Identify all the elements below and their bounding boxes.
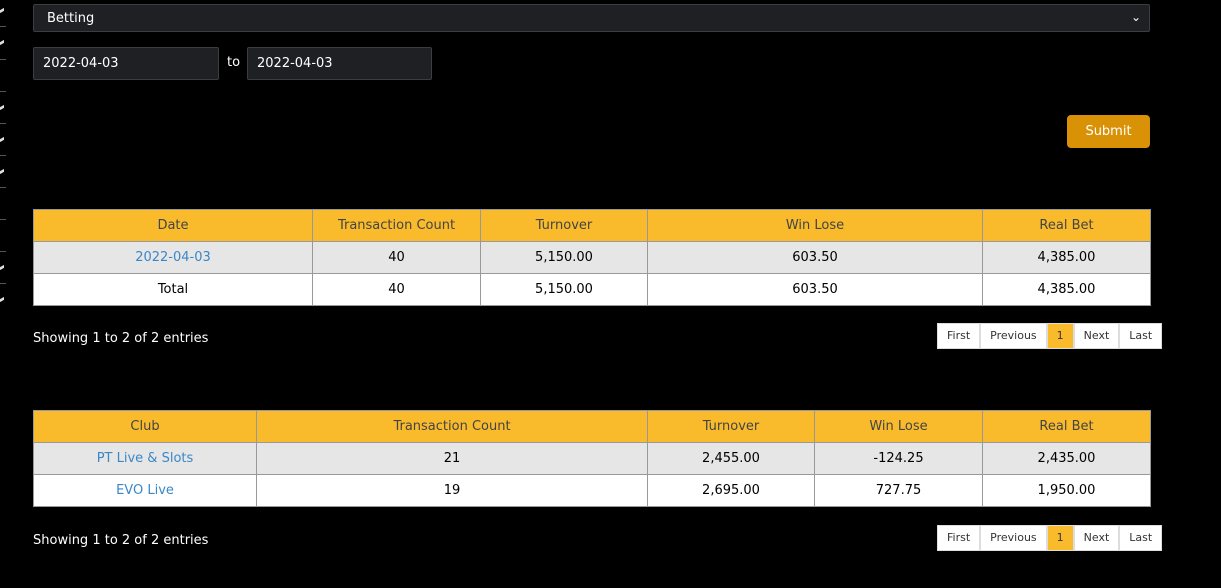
table-header: Date Transaction Count Turnover Win Lose… — [33, 209, 1151, 242]
page-first[interactable]: First — [937, 323, 981, 349]
table-header: Club Transaction Count Turnover Win Lose… — [33, 410, 1151, 443]
page-1[interactable]: 1 — [1046, 323, 1074, 349]
page-previous[interactable]: Previous — [980, 525, 1047, 551]
table-row: PT Live & Slots 21 2,455.00 -124.25 2,43… — [33, 442, 1151, 475]
page-last[interactable]: Last — [1119, 525, 1163, 551]
cell: 727.75 — [814, 474, 983, 507]
page-next[interactable]: Next — [1073, 525, 1120, 551]
club-pagination: First Previous 1 Next Last — [937, 525, 1163, 551]
page-first[interactable]: First — [937, 525, 981, 551]
cell: -124.25 — [814, 442, 983, 475]
club-table-info: Showing 1 to 2 of 2 entries — [33, 533, 209, 548]
col-win-lose[interactable]: Win Lose — [814, 410, 983, 443]
cell: 4,385.00 — [982, 273, 1151, 306]
cell: 21 — [256, 442, 648, 475]
cell: Total — [33, 273, 313, 306]
cell: 4,385.00 — [982, 241, 1151, 274]
summary-pagination: First Previous 1 Next Last — [937, 323, 1163, 349]
cell: 1,950.00 — [982, 474, 1151, 507]
page-next[interactable]: Next — [1073, 323, 1120, 349]
club-link[interactable]: PT Live & Slots — [96, 451, 194, 466]
cell: 5,150.00 — [480, 241, 648, 274]
cell: 19 — [256, 474, 648, 507]
col-turnover[interactable]: Turnover — [647, 410, 815, 443]
submit-button[interactable]: Submit — [1067, 115, 1150, 148]
table-row: EVO Live 19 2,695.00 727.75 1,950.00 — [33, 474, 1151, 507]
col-real-bet[interactable]: Real Bet — [982, 209, 1151, 242]
chevron-down-icon: ⌄ — [1130, 10, 1141, 24]
col-club[interactable]: Club — [33, 410, 257, 443]
cell: 603.50 — [647, 241, 983, 274]
total-row: Total 40 5,150.00 603.50 4,385.00 — [33, 273, 1151, 306]
table-row: 2022-04-03 40 5,150.00 603.50 4,385.00 — [33, 241, 1151, 274]
col-transaction-count[interactable]: Transaction Count — [256, 410, 648, 443]
col-transaction-count[interactable]: Transaction Count — [312, 209, 481, 242]
club-table: Club Transaction Count Turnover Win Lose… — [33, 410, 1151, 507]
page-1[interactable]: 1 — [1046, 525, 1074, 551]
date-link[interactable]: 2022-04-03 — [135, 250, 211, 265]
page-previous[interactable]: Previous — [980, 323, 1047, 349]
page-last[interactable]: Last — [1119, 323, 1163, 349]
col-win-lose[interactable]: Win Lose — [647, 209, 983, 242]
cell: 2,695.00 — [647, 474, 815, 507]
to-label: to — [227, 55, 241, 70]
summary-table-info: Showing 1 to 2 of 2 entries — [33, 331, 209, 346]
cell: 40 — [312, 273, 481, 306]
date-to-input[interactable]: 2022-04-03 — [247, 47, 432, 80]
cell: 5,150.00 — [480, 273, 648, 306]
col-real-bet[interactable]: Real Bet — [982, 410, 1151, 443]
type-select-value: Betting — [47, 11, 95, 26]
cell: 40 — [312, 241, 481, 274]
date-from-input[interactable]: 2022-04-03 — [33, 47, 219, 80]
col-turnover[interactable]: Turnover — [480, 209, 648, 242]
cell: 2,435.00 — [982, 442, 1151, 475]
col-date[interactable]: Date — [33, 209, 313, 242]
cell: 2,455.00 — [647, 442, 815, 475]
type-select[interactable]: Betting ⌄ — [33, 4, 1150, 32]
cell: 603.50 — [647, 273, 983, 306]
summary-table: Date Transaction Count Turnover Win Lose… — [33, 209, 1151, 306]
club-link[interactable]: EVO Live — [116, 483, 174, 498]
